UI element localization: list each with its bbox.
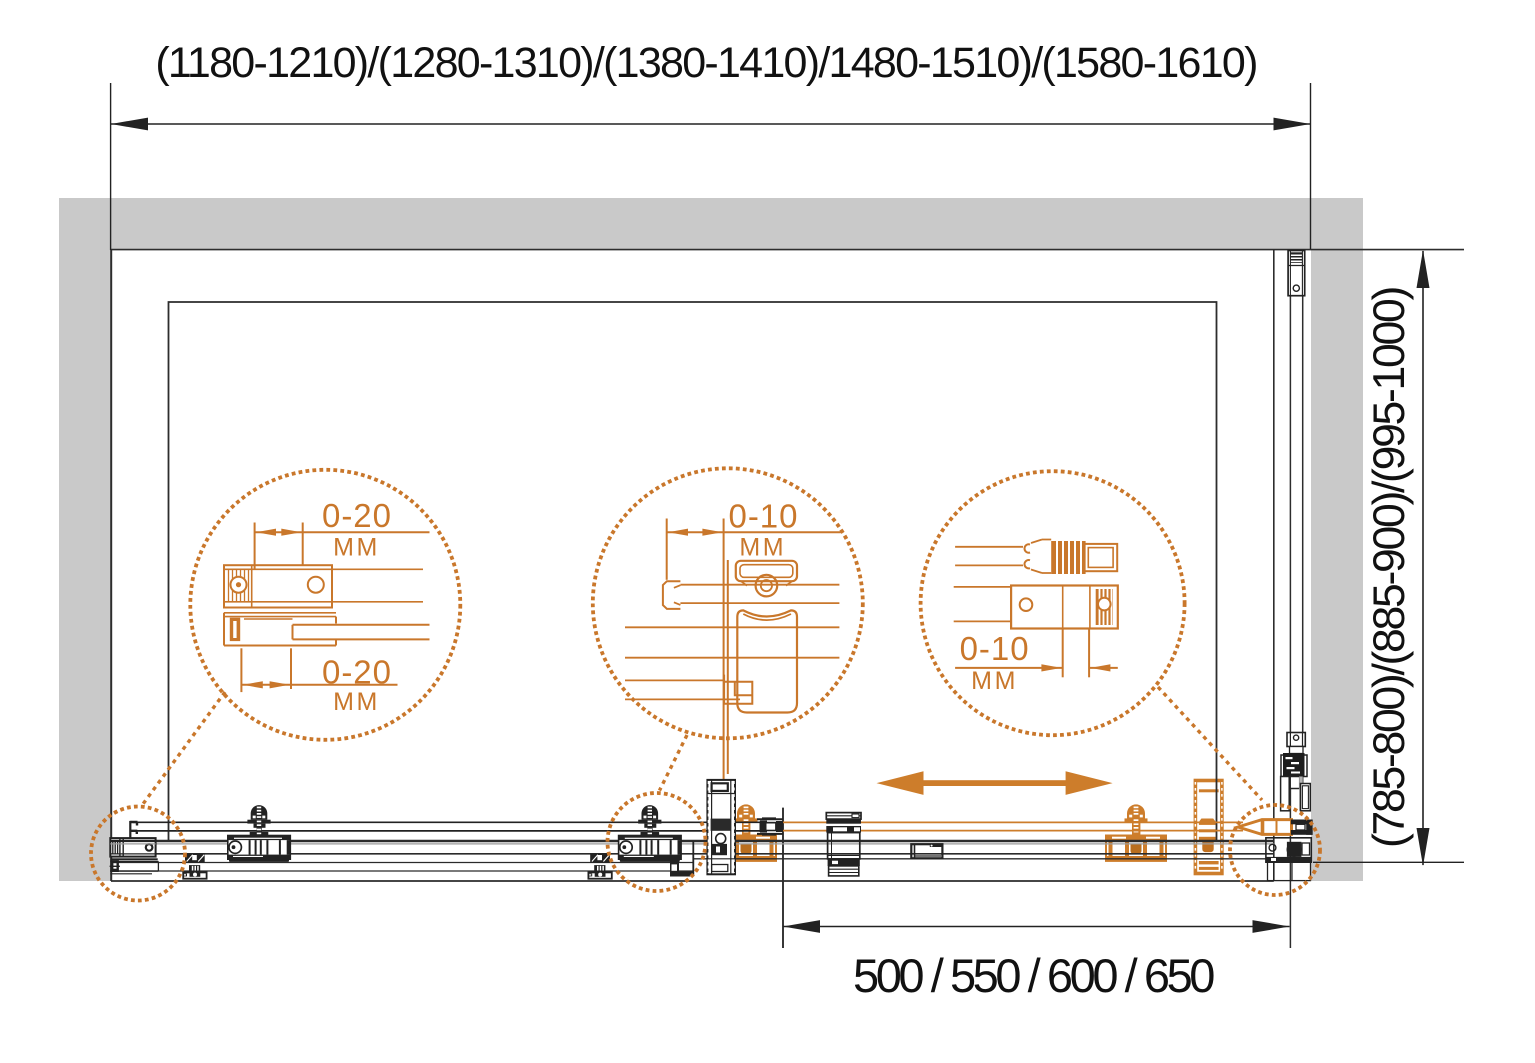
svg-text:500 / 550 / 600 / 650: 500 / 550 / 600 / 650 [853,949,1214,1002]
svg-text:0-10: 0-10 [960,630,1030,667]
svg-text:MM: MM [333,534,380,562]
svg-text:0-20: 0-20 [322,654,392,691]
svg-text:0-20: 0-20 [322,497,392,534]
svg-text:0-10: 0-10 [728,497,798,534]
svg-text:MM: MM [971,667,1018,695]
svg-text:MM: MM [333,688,380,716]
svg-text:MM: MM [739,534,786,562]
svg-text:(785-800)/(885-900)/(995-1000): (785-800)/(885-900)/(995-1000) [1365,288,1414,849]
svg-text:(1180-1210)/(1280-1310)/(1380-: (1180-1210)/(1280-1310)/(1380-1410)/1480… [155,39,1256,87]
